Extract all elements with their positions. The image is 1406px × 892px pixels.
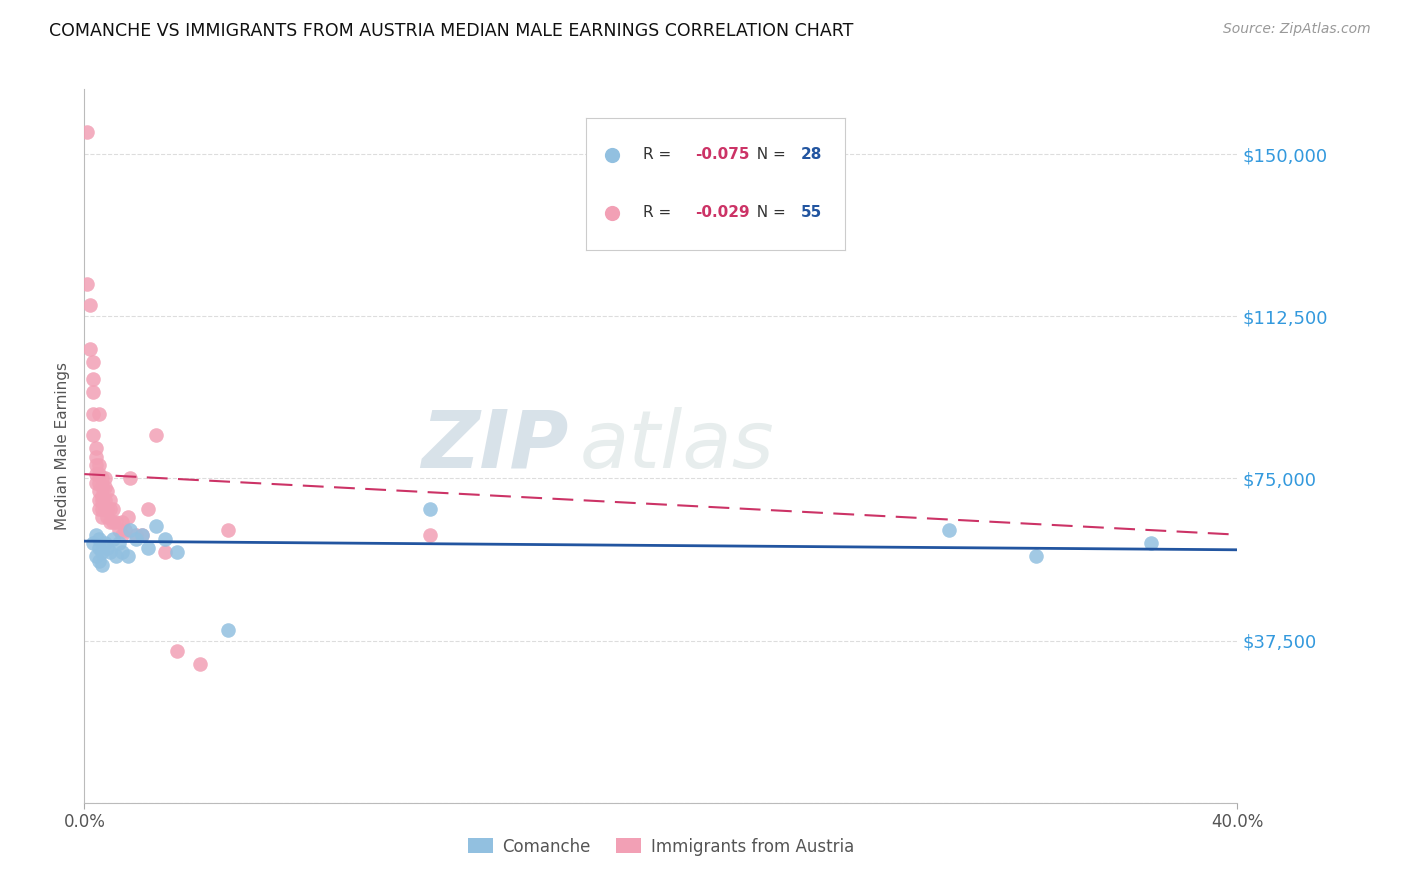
Text: Source: ZipAtlas.com: Source: ZipAtlas.com xyxy=(1223,22,1371,37)
Point xyxy=(87,475,110,490)
Point xyxy=(419,527,441,541)
Point xyxy=(90,489,112,503)
Point xyxy=(76,277,98,291)
Point xyxy=(84,458,107,473)
Point xyxy=(84,475,107,490)
Point xyxy=(90,493,112,508)
Point xyxy=(79,298,101,312)
Point xyxy=(188,657,211,672)
Point xyxy=(87,541,110,555)
Point xyxy=(131,527,153,541)
Point xyxy=(136,541,159,555)
Point xyxy=(218,524,240,538)
Point xyxy=(117,510,139,524)
Legend: Comanche, Immigrants from Austria: Comanche, Immigrants from Austria xyxy=(461,831,860,863)
Point xyxy=(114,524,136,538)
Point xyxy=(1140,536,1163,550)
Point xyxy=(82,536,104,550)
Point xyxy=(93,480,115,494)
Point xyxy=(1025,549,1047,564)
Point xyxy=(90,510,112,524)
Point xyxy=(93,536,115,550)
Point xyxy=(111,545,134,559)
Point xyxy=(145,428,167,442)
Point xyxy=(120,524,142,538)
Point xyxy=(82,428,104,442)
Point xyxy=(145,519,167,533)
Text: ZIP: ZIP xyxy=(422,407,568,485)
Y-axis label: Median Male Earnings: Median Male Earnings xyxy=(55,362,70,530)
Point xyxy=(87,532,110,546)
Point xyxy=(87,467,110,482)
Point xyxy=(98,545,121,559)
Point xyxy=(96,510,118,524)
Point xyxy=(419,501,441,516)
Point xyxy=(108,524,131,538)
Point xyxy=(93,493,115,508)
Point xyxy=(84,450,107,464)
Point xyxy=(98,493,121,508)
Point xyxy=(84,467,107,482)
Point xyxy=(98,515,121,529)
Point xyxy=(82,354,104,368)
Point xyxy=(90,471,112,485)
Point xyxy=(108,536,131,550)
Point xyxy=(131,527,153,541)
Point xyxy=(84,441,107,455)
Point xyxy=(87,458,110,473)
Point xyxy=(153,545,176,559)
Point xyxy=(125,532,148,546)
Point xyxy=(96,541,118,555)
Point xyxy=(103,532,124,546)
Point xyxy=(87,407,110,421)
Point xyxy=(90,558,112,572)
Point xyxy=(105,549,128,564)
Point xyxy=(166,644,188,658)
Text: COMANCHE VS IMMIGRANTS FROM AUSTRIA MEDIAN MALE EARNINGS CORRELATION CHART: COMANCHE VS IMMIGRANTS FROM AUSTRIA MEDI… xyxy=(49,22,853,40)
Point xyxy=(98,501,121,516)
Point xyxy=(103,501,124,516)
Point xyxy=(82,372,104,386)
Point xyxy=(87,501,110,516)
Point xyxy=(84,549,107,564)
Point xyxy=(84,527,107,541)
Point xyxy=(87,484,110,499)
Point xyxy=(82,407,104,421)
Point xyxy=(82,384,104,399)
Point xyxy=(111,527,134,541)
Point xyxy=(111,515,134,529)
Point xyxy=(938,524,960,538)
Text: atlas: atlas xyxy=(581,407,775,485)
Point xyxy=(166,545,188,559)
Point xyxy=(90,501,112,516)
Point xyxy=(87,493,110,508)
Point xyxy=(96,501,118,516)
Point xyxy=(79,342,101,356)
Point xyxy=(76,125,98,139)
Point xyxy=(120,471,142,485)
Point xyxy=(93,501,115,516)
Point xyxy=(218,623,240,637)
Point xyxy=(87,553,110,567)
Point xyxy=(125,527,148,541)
Point xyxy=(153,532,176,546)
Point xyxy=(117,549,139,564)
Point xyxy=(105,515,128,529)
Point xyxy=(103,515,124,529)
Point xyxy=(136,501,159,516)
Point xyxy=(93,471,115,485)
Point xyxy=(90,480,112,494)
Point xyxy=(96,484,118,499)
Point xyxy=(90,545,112,559)
